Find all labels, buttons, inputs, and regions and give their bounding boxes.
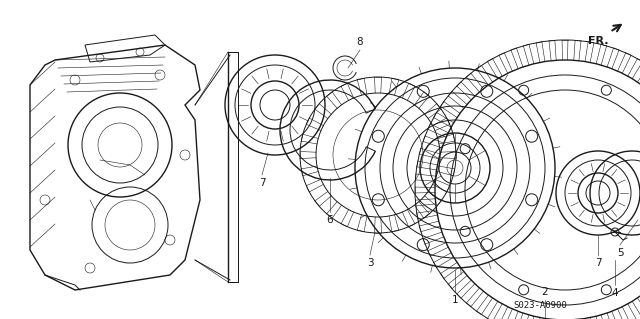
Text: 8: 8 bbox=[356, 37, 364, 47]
Text: 7: 7 bbox=[595, 258, 602, 268]
Text: 7: 7 bbox=[259, 178, 266, 188]
Text: 1: 1 bbox=[452, 295, 458, 305]
Text: 5: 5 bbox=[617, 248, 623, 258]
Text: 2: 2 bbox=[541, 287, 548, 297]
Text: S023-A0900: S023-A0900 bbox=[513, 301, 567, 310]
Text: 6: 6 bbox=[326, 215, 333, 225]
Text: 3: 3 bbox=[367, 258, 373, 268]
Text: 4: 4 bbox=[612, 288, 618, 298]
Text: FR.: FR. bbox=[588, 36, 608, 46]
